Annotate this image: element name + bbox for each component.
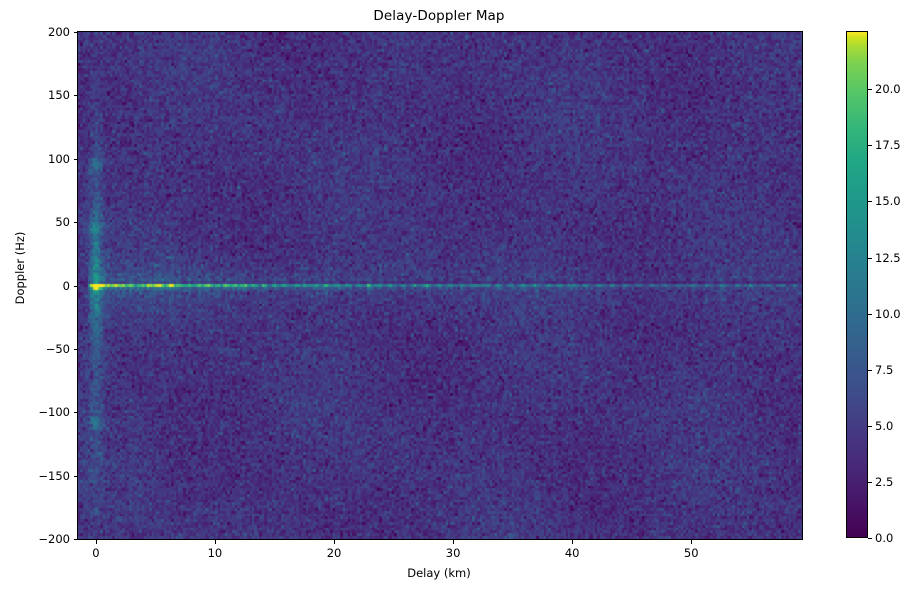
x-tick-label: 0 xyxy=(92,546,100,560)
y-tick-mark xyxy=(73,475,77,477)
colorbar-tick-mark xyxy=(868,313,872,315)
y-tick-label: 0 xyxy=(62,278,70,293)
colorbar-tick-mark xyxy=(868,369,872,371)
y-tick-label: −200 xyxy=(38,532,70,546)
y-tick-mark xyxy=(73,285,77,287)
y-tick-label: −100 xyxy=(38,405,70,420)
colorbar-tick-label: 20.0 xyxy=(875,82,901,97)
colorbar-tick-mark xyxy=(868,145,872,147)
colorbar-tick-label: 0.0 xyxy=(875,531,894,545)
colorbar-tick-mark xyxy=(868,425,872,427)
y-tick-mark xyxy=(73,32,77,33)
colorbar-tick-label: 17.5 xyxy=(875,138,901,153)
colorbar-tick-label: 12.5 xyxy=(875,250,901,265)
colorbar-tick-label: 15.0 xyxy=(875,194,901,209)
x-tick-mark xyxy=(453,540,455,544)
colorbar-tick-label: 2.5 xyxy=(875,474,894,489)
colorbar-tick-label: 10.0 xyxy=(875,306,901,321)
y-axis-label: Doppler (Hz) xyxy=(13,231,27,305)
x-tick-label: 10 xyxy=(207,546,223,560)
y-tick-label: −50 xyxy=(45,341,70,356)
x-tick-mark xyxy=(691,540,693,544)
y-tick-mark xyxy=(73,95,77,97)
y-tick-mark xyxy=(73,539,77,540)
colorbar-tick-mark xyxy=(868,257,872,259)
delay-doppler-heatmap xyxy=(78,32,802,539)
x-tick-mark xyxy=(95,540,97,544)
y-tick-label: 100 xyxy=(48,151,70,166)
x-tick-label: 50 xyxy=(683,546,699,560)
x-tick-label: 30 xyxy=(445,546,461,560)
y-tick-label: 150 xyxy=(48,88,70,103)
colorbar-tick-mark xyxy=(868,201,872,203)
x-tick-mark xyxy=(214,540,216,544)
y-tick-label: 200 xyxy=(48,25,70,39)
y-tick-mark xyxy=(73,158,77,160)
colorbar-gradient xyxy=(846,31,868,538)
y-tick-mark xyxy=(73,348,77,350)
y-tick-mark xyxy=(73,222,77,224)
heatmap-axes xyxy=(77,31,803,540)
colorbar-tick-mark xyxy=(868,89,872,91)
colorbar-tick-label: 5.0 xyxy=(875,418,894,433)
x-tick-label: 20 xyxy=(326,546,342,560)
x-tick-label: 40 xyxy=(564,546,580,560)
y-tick-mark xyxy=(73,412,77,414)
colorbar-tick-mark xyxy=(868,481,872,483)
y-tick-label: 50 xyxy=(55,215,70,230)
x-axis-label: Delay (km) xyxy=(407,566,471,580)
x-tick-mark xyxy=(334,540,336,544)
x-tick-mark xyxy=(572,540,574,544)
page-title: Delay-Doppler Map xyxy=(373,8,505,24)
colorbar-tick-label: 7.5 xyxy=(875,362,894,377)
colorbar-tick-mark xyxy=(868,538,872,539)
y-tick-label: −150 xyxy=(38,468,70,483)
colorbar: 0.0 2.5 5.0 7.5 10.0 12.5 15.0 17.5 20.0 xyxy=(846,31,901,545)
